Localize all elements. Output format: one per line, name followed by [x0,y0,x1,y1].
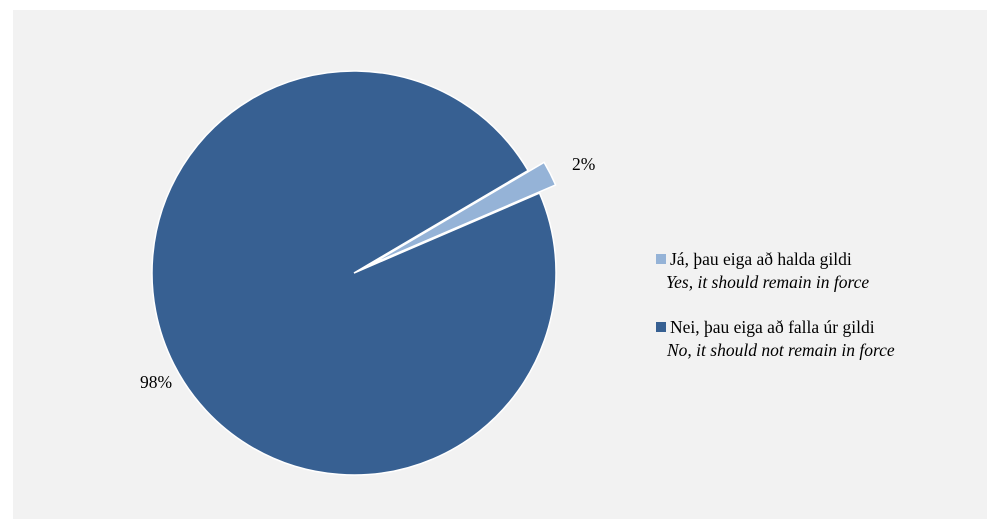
pie-slice-yes [369,161,557,266]
legend-item-no: Nei, þau eiga að falla úr gildi No, it s… [656,316,986,362]
legend-sublabel-yes: Yes, it should remain in force [666,272,870,292]
pie-slice-no [151,70,557,476]
data-label-yes: 2% [572,154,595,174]
legend-swatch-yes [656,254,666,264]
legend-swatch-no [656,322,666,332]
data-labels: 2% 98% [140,154,595,392]
legend-label-no: Nei, þau eiga að falla úr gildi [670,317,875,337]
pie-slices [151,70,557,476]
legend: Já, þau eiga að halda gildi Yes, it shou… [656,248,986,384]
legend-label-yes: Já, þau eiga að halda gildi [670,249,852,269]
legend-sublabel-no: No, it should not remain in force [667,340,895,360]
legend-item-yes: Já, þau eiga að halda gildi Yes, it shou… [656,248,986,294]
data-label-no: 98% [140,372,172,392]
